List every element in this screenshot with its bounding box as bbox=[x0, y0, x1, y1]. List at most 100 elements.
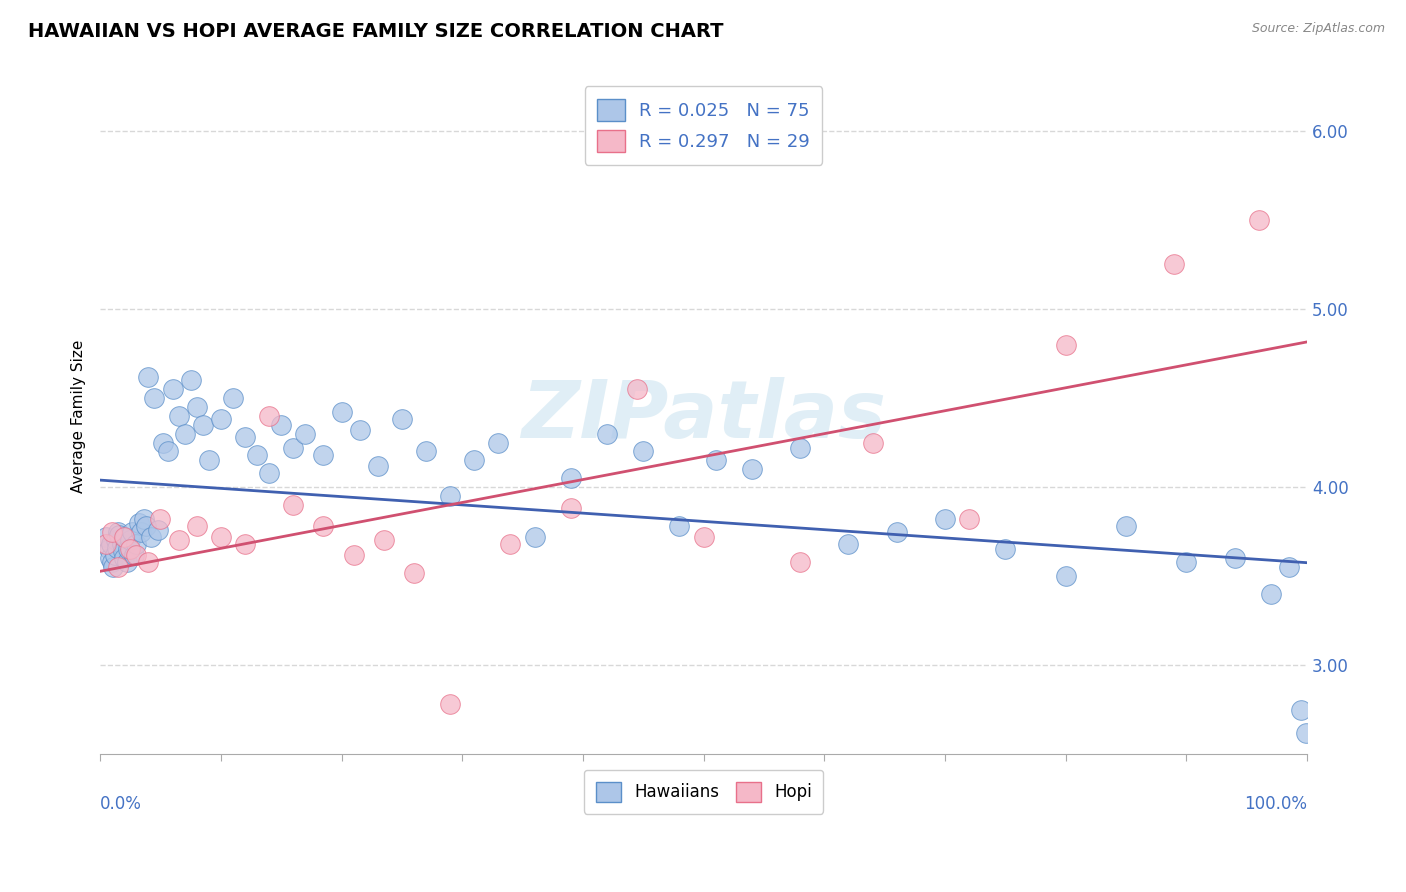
Point bbox=[138, 369, 160, 384]
Point bbox=[934, 512, 956, 526]
Point bbox=[1054, 569, 1077, 583]
Point bbox=[105, 541, 128, 555]
Point bbox=[957, 512, 980, 526]
Point bbox=[180, 373, 202, 387]
Point bbox=[312, 519, 335, 533]
Point bbox=[108, 528, 131, 542]
Point bbox=[633, 444, 655, 458]
Point bbox=[122, 548, 145, 562]
Point bbox=[167, 409, 190, 423]
Point bbox=[283, 441, 305, 455]
Point bbox=[668, 519, 690, 533]
Point bbox=[156, 444, 179, 458]
Point bbox=[138, 555, 160, 569]
Point bbox=[1247, 213, 1270, 227]
Point bbox=[1163, 257, 1185, 271]
Point bbox=[149, 512, 172, 526]
Point bbox=[257, 409, 280, 423]
Point bbox=[886, 524, 908, 539]
Point bbox=[98, 551, 121, 566]
Point bbox=[107, 560, 129, 574]
Point bbox=[439, 698, 461, 712]
Legend: Hawaiians, Hopi: Hawaiians, Hopi bbox=[583, 770, 824, 814]
Point bbox=[626, 382, 648, 396]
Point bbox=[439, 489, 461, 503]
Point bbox=[222, 391, 245, 405]
Point bbox=[135, 519, 157, 533]
Point bbox=[789, 555, 811, 569]
Point bbox=[104, 533, 127, 548]
Point bbox=[741, 462, 763, 476]
Point bbox=[152, 435, 174, 450]
Point bbox=[120, 542, 142, 557]
Point bbox=[173, 426, 195, 441]
Point bbox=[994, 542, 1017, 557]
Point bbox=[128, 516, 150, 530]
Point bbox=[1295, 726, 1317, 740]
Point bbox=[111, 537, 134, 551]
Point bbox=[104, 548, 127, 562]
Point bbox=[117, 542, 139, 557]
Y-axis label: Average Family Size: Average Family Size bbox=[72, 339, 86, 492]
Text: 100.0%: 100.0% bbox=[1244, 795, 1308, 813]
Point bbox=[283, 498, 305, 512]
Point bbox=[257, 466, 280, 480]
Point bbox=[143, 391, 166, 405]
Point bbox=[1054, 337, 1077, 351]
Point bbox=[415, 444, 437, 458]
Point bbox=[1175, 555, 1198, 569]
Point bbox=[862, 435, 884, 450]
Point bbox=[197, 453, 219, 467]
Point bbox=[1223, 551, 1246, 566]
Point bbox=[101, 555, 124, 569]
Point bbox=[112, 530, 135, 544]
Point bbox=[391, 412, 413, 426]
Point bbox=[837, 537, 859, 551]
Point bbox=[97, 542, 120, 557]
Point bbox=[115, 555, 138, 569]
Point bbox=[121, 524, 143, 539]
Text: 0.0%: 0.0% bbox=[100, 795, 142, 813]
Point bbox=[596, 426, 619, 441]
Point bbox=[162, 382, 184, 396]
Point bbox=[560, 471, 582, 485]
Point bbox=[209, 412, 232, 426]
Point bbox=[132, 512, 155, 526]
Point bbox=[96, 537, 118, 551]
Point bbox=[560, 501, 582, 516]
Point bbox=[112, 551, 135, 566]
Point bbox=[139, 530, 162, 544]
Point bbox=[191, 417, 214, 432]
Point bbox=[101, 524, 124, 539]
Text: Source: ZipAtlas.com: Source: ZipAtlas.com bbox=[1251, 22, 1385, 36]
Point bbox=[103, 560, 125, 574]
Point bbox=[1289, 703, 1312, 717]
Point bbox=[233, 537, 256, 551]
Point bbox=[186, 400, 208, 414]
Point bbox=[1278, 560, 1301, 574]
Point bbox=[100, 537, 122, 551]
Point bbox=[294, 426, 316, 441]
Point bbox=[312, 448, 335, 462]
Point bbox=[342, 548, 364, 562]
Point bbox=[367, 458, 389, 473]
Text: HAWAIIAN VS HOPI AVERAGE FAMILY SIZE CORRELATION CHART: HAWAIIAN VS HOPI AVERAGE FAMILY SIZE COR… bbox=[28, 22, 724, 41]
Point bbox=[120, 533, 142, 548]
Point bbox=[246, 448, 269, 462]
Point bbox=[486, 435, 509, 450]
Point bbox=[463, 453, 485, 467]
Point bbox=[125, 537, 148, 551]
Point bbox=[209, 530, 232, 544]
Point bbox=[112, 544, 135, 558]
Point bbox=[167, 533, 190, 548]
Point bbox=[330, 405, 353, 419]
Point bbox=[96, 530, 118, 544]
Point bbox=[186, 519, 208, 533]
Point bbox=[1115, 519, 1137, 533]
Point bbox=[270, 417, 292, 432]
Point bbox=[523, 530, 546, 544]
Point bbox=[499, 537, 522, 551]
Point bbox=[129, 524, 152, 539]
Point bbox=[233, 430, 256, 444]
Point bbox=[146, 523, 169, 537]
